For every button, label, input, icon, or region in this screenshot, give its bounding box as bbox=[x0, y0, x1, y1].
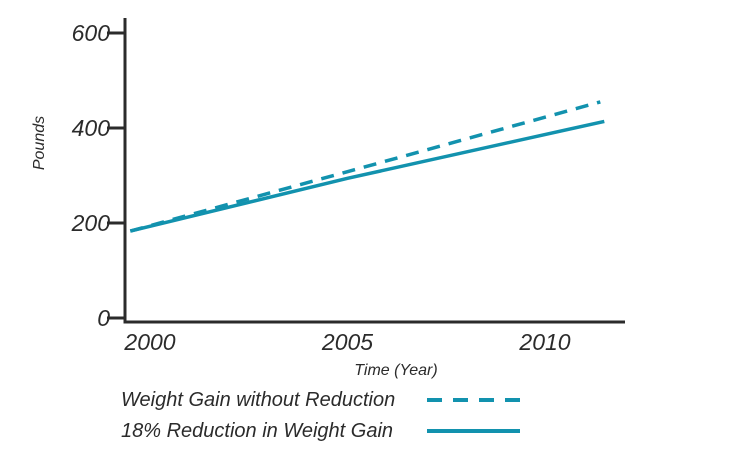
x-axis-tick-labels: 2000 2005 2010 bbox=[123, 329, 570, 355]
line-18-percent-reduction-in-weight-gain bbox=[129, 119, 605, 233]
y-tick-label: 600 bbox=[72, 20, 111, 46]
axes bbox=[123, 18, 625, 324]
y-axis-ticks bbox=[107, 31, 124, 320]
legend: Weight Gain without Reduction 18% Reduct… bbox=[121, 388, 525, 443]
line-weight-gain-without-reduction bbox=[129, 100, 601, 233]
x-axis-title: Time (Year) bbox=[354, 362, 437, 379]
y-tick-label: 400 bbox=[72, 115, 111, 141]
legend-label-without-reduction: Weight Gain without Reduction bbox=[121, 388, 396, 411]
dashed-line-swatch-icon bbox=[427, 398, 523, 402]
x-tick-label: 2010 bbox=[518, 329, 570, 355]
y-tick-label: 0 bbox=[97, 305, 110, 331]
legend-item-18-percent-reduction: 18% Reduction in Weight Gain bbox=[121, 419, 525, 443]
legend-label-18-percent-reduction: 18% Reduction in Weight Gain bbox=[121, 419, 394, 442]
y-axis-tick-labels: 0 200 400 600 bbox=[71, 20, 111, 331]
x-tick-label: 2000 bbox=[123, 329, 175, 355]
y-tick-label: 200 bbox=[71, 210, 111, 236]
solid-line-swatch-icon bbox=[427, 429, 520, 433]
legend-item-without-reduction: Weight Gain without Reduction bbox=[121, 388, 525, 412]
x-tick-label: 2005 bbox=[321, 329, 373, 355]
y-axis-title: Pounds bbox=[31, 116, 48, 170]
